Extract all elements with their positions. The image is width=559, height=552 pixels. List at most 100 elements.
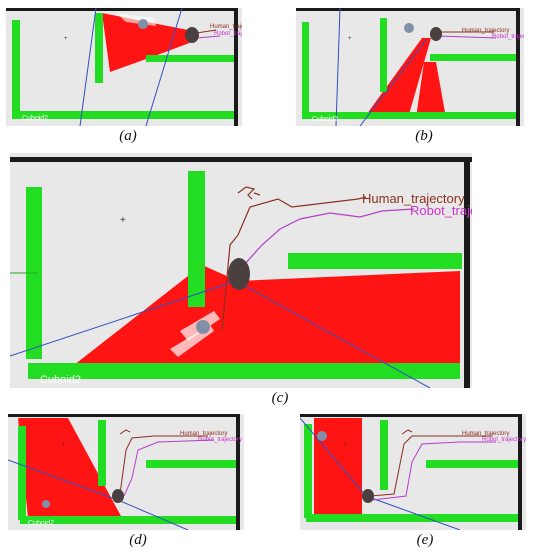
panel-d: + Human_trajectory Robot_trajectory Cubo… (8, 414, 244, 530)
sensor-beam (314, 418, 362, 514)
sensor-beam (364, 38, 431, 118)
top-wall (8, 414, 240, 417)
human-figure (362, 489, 374, 503)
ray-line (335, 8, 341, 126)
bottom-obstacle (12, 111, 234, 119)
robot-figure (317, 431, 327, 441)
cuboid-label: Cuboid2 (312, 116, 338, 123)
caption-a: (a) (119, 128, 137, 144)
human-trajectory-line (221, 196, 367, 332)
right-wall (234, 8, 238, 126)
right-shelf-obstacle (426, 460, 518, 468)
right-wall (518, 414, 522, 530)
trajectory-start-marker (237, 186, 256, 200)
robot-trajectory-line (237, 208, 415, 282)
human-figure (185, 27, 199, 43)
panel-c: + Human_trajectory Robot_trajectory Cubo… (10, 153, 472, 388)
panel-d-scene: + Human_trajectory Robot_trajectory Cubo… (8, 414, 244, 530)
cuboid-label: Cuboid2 (28, 520, 54, 527)
caption-d: (d) (129, 532, 147, 548)
center-obstacle (188, 171, 205, 307)
sensor-beam (18, 418, 122, 518)
human-trajectory-label: Human_trajectory (362, 191, 465, 206)
right-wall (464, 157, 470, 388)
human-trajectory-label: Human_trajectory (462, 28, 509, 34)
origin-marker: + (344, 442, 348, 448)
left-obstacle (12, 20, 20, 112)
ray-line (300, 417, 367, 497)
center-obstacle (98, 420, 106, 486)
panel-e-scene: + Human_trajectory Robot_trajectory (300, 414, 526, 530)
right-shelf-obstacle (146, 55, 234, 62)
right-wall (516, 8, 520, 126)
cuboid-label: Cuboid2 (22, 115, 48, 122)
human-trajectory-line (119, 435, 208, 495)
robot-figure (404, 23, 414, 33)
robot-trajectory-line (437, 35, 497, 39)
ray-line (359, 39, 427, 126)
origin-marker: + (348, 36, 352, 42)
top-wall (6, 8, 238, 11)
ray-line (8, 459, 119, 501)
origin-marker: + (64, 36, 68, 42)
trajectory-start-marker (119, 429, 131, 435)
right-shelf-obstacle (430, 54, 516, 61)
top-wall (300, 414, 522, 417)
robot-trajectory-line (123, 439, 215, 497)
right-shelf-obstacle (146, 460, 236, 468)
center-obstacle (95, 13, 103, 83)
robot-trajectory-label: Robot_trajectory (410, 203, 472, 218)
sensor-beam (102, 13, 192, 72)
human-trajectory-label: Human_trajectory (210, 24, 242, 30)
trajectory-start-marker (401, 429, 413, 435)
robot-figure (42, 500, 50, 508)
panel-b-scene: + Human_trajectory Robot_trajectory Cubo… (296, 8, 524, 126)
panel-e: + Human_trajectory Robot_trajectory (300, 414, 526, 530)
robot-trajectory-label: Robot_trajectory (492, 34, 524, 40)
ray-line (79, 8, 97, 126)
origin-marker: + (62, 442, 66, 448)
cuboid-label: Cuboid2 (40, 374, 81, 386)
robot-trajectory-label: Robot_trajectory (482, 437, 526, 443)
caption-c: (c) (271, 390, 289, 406)
center-obstacle (380, 18, 387, 92)
human-figure (430, 27, 442, 41)
top-wall (10, 157, 472, 162)
right-wall (236, 414, 240, 530)
left-obstacle (304, 424, 312, 518)
robot-trajectory-line (195, 35, 221, 39)
panel-b: + Human_trajectory Robot_trajectory Cubo… (296, 8, 524, 126)
ray-line (365, 495, 461, 530)
human-trajectory-label: Human_trajectory (180, 431, 227, 437)
left-obstacle (302, 22, 309, 114)
trajectory-start-marker (253, 192, 261, 196)
bottom-obstacle (20, 516, 236, 524)
ray-line (117, 499, 189, 530)
caption-e: (e) (416, 532, 434, 548)
right-shelf-obstacle (288, 253, 462, 269)
robot-figure (196, 320, 210, 334)
caption-b: (b) (415, 128, 433, 144)
panel-a-scene: + Human_trajectory Robot_trajectory Cubo… (6, 8, 242, 126)
robot-trajectory-label: Robot_trajectory (214, 31, 242, 37)
panel-a: + Human_trajectory Robot_trajectory Cubo… (6, 8, 242, 126)
sensor-beam (416, 62, 446, 118)
robot-trajectory-line (371, 441, 496, 501)
sensor-beam (74, 265, 460, 371)
origin-marker: + (120, 215, 126, 226)
top-wall (296, 8, 520, 11)
human-figure (112, 489, 124, 503)
bottom-obstacle (28, 363, 460, 379)
human-trajectory-label: Human_trajectory (462, 431, 509, 437)
human-figure (228, 258, 250, 290)
robot-trajectory-label: Robot_trajectory (198, 437, 242, 443)
bottom-obstacle (306, 514, 518, 522)
human-trajectory-line (369, 435, 492, 497)
center-obstacle (380, 420, 388, 490)
panel-c-scene: + Human_trajectory Robot_trajectory Cubo… (10, 153, 472, 388)
bottom-obstacle (302, 112, 516, 119)
left-obstacle (18, 426, 26, 520)
ray-line (10, 280, 237, 357)
ray-line (145, 8, 183, 126)
ray-line (235, 280, 431, 388)
